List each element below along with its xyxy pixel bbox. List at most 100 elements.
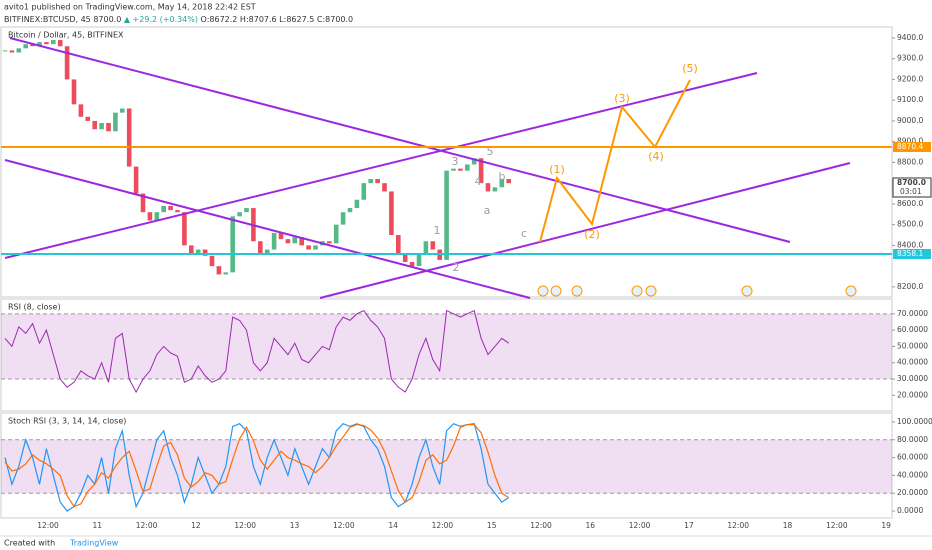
wave-label: (1) [549, 163, 565, 176]
candle [389, 191, 394, 236]
support-tag: 8358.1 [897, 249, 923, 258]
candle [451, 168, 456, 171]
y-tick-label: 70.0000 [897, 309, 928, 318]
tag-bg [893, 142, 931, 152]
candle [51, 40, 56, 45]
indicator-line [4, 423, 510, 512]
wave-label: (4) [648, 150, 664, 163]
footer-created: Created with [4, 539, 55, 548]
x-tick-label: 18 [783, 521, 793, 530]
candle [402, 253, 408, 262]
y-tick-label: 30.0000 [897, 374, 928, 383]
candle [37, 42, 42, 47]
x-tick-label: 17 [684, 521, 694, 530]
price-plot [1, 40, 892, 512]
candle [78, 104, 84, 117]
wave-label: (2) [584, 228, 600, 241]
candle [16, 48, 22, 53]
event-icons [537, 285, 857, 297]
resistance-tag: 8870.4 [897, 142, 923, 151]
y-tick-label: 9300.0 [897, 54, 923, 63]
candle [175, 210, 180, 213]
y-tick-label: 8500.0 [897, 220, 923, 229]
candle [506, 179, 511, 184]
indicator-line [4, 423, 510, 508]
candle [182, 212, 187, 246]
symbol: BITFINEX:BTCUSD, 45 [4, 15, 91, 24]
y-tick-label: 9100.0 [897, 95, 923, 104]
y-tick-label: 40.0000 [897, 358, 928, 367]
candle [2, 50, 8, 52]
x-tick-label: 12:00 [530, 521, 552, 530]
candle [347, 208, 353, 213]
candle [202, 249, 208, 256]
candle [285, 239, 291, 244]
candle [340, 212, 346, 225]
x-tick-label: 19 [881, 521, 891, 530]
zone [1, 313, 892, 380]
candle [292, 237, 298, 244]
quote-line: BITFINEX:BTCUSD, 45 8700.0 ▲ +29.2 (+0.3… [4, 15, 353, 24]
x-tick-label: 14 [388, 521, 398, 530]
x-tick-label: 16 [586, 521, 596, 530]
candle [423, 241, 429, 254]
tag-bg [893, 249, 931, 259]
x-tick-label: 12 [191, 521, 201, 530]
countdown: 03:01 [900, 187, 922, 196]
wave-label: (3) [614, 92, 630, 105]
y-tick-label: 50.0000 [897, 341, 928, 350]
candle [147, 212, 153, 221]
candle [368, 179, 373, 184]
last: 8700.0 [93, 15, 121, 24]
wave-label: 3 [452, 155, 459, 168]
candle [396, 235, 401, 254]
y-tick-label: 9200.0 [897, 74, 923, 83]
candle [161, 205, 166, 213]
x-tick-label: 12:00 [727, 521, 749, 530]
x-tick-label: 12:00 [37, 521, 59, 530]
candle [168, 205, 173, 211]
x-tick-label: 12:00 [333, 521, 355, 530]
candle [416, 253, 422, 267]
candle [333, 224, 339, 244]
y-tick-label: 80.0000 [897, 435, 928, 444]
candle [9, 50, 15, 53]
open: O:8672.2 [201, 15, 238, 24]
wave-label: 2 [453, 261, 460, 274]
x-tick-label: 12:00 [234, 521, 256, 530]
wave-label: 4 [475, 175, 482, 188]
y-tick-label: 20.0000 [897, 488, 928, 497]
x-tick-label: 12:00 [826, 521, 848, 530]
y-tick-label: 60.0000 [897, 453, 928, 462]
wave-label: b [499, 170, 506, 183]
publisher: avito1 published on TradingView.com, May… [4, 3, 256, 12]
x-tick-label: 12:00 [629, 521, 651, 530]
wave-label: c [521, 227, 527, 240]
candle [492, 187, 498, 192]
footer-brand[interactable]: TradingView [69, 539, 119, 548]
candle [237, 212, 242, 217]
y-tick-label: 60.0000 [897, 325, 928, 334]
candle [478, 158, 484, 184]
last-price-tag: 8700.0 [897, 178, 926, 187]
candle [189, 245, 194, 254]
candle [409, 261, 415, 267]
candle [92, 120, 97, 130]
candle [30, 44, 35, 47]
y-tick-label: 9400.0 [897, 33, 923, 42]
candle [106, 123, 111, 132]
y-tick-label: 100.0000 [897, 417, 932, 426]
candle [209, 255, 215, 267]
low: L:8627.5 [279, 15, 314, 24]
change: ▲ +29.2 (+0.34%) [124, 15, 198, 24]
close: C:8700.0 [317, 15, 353, 24]
candle [327, 241, 332, 244]
candle [113, 112, 118, 132]
high: H:8707.6 [240, 15, 277, 24]
candle [264, 249, 270, 254]
wave-label: 1 [434, 224, 441, 237]
candle [140, 193, 146, 213]
candle [244, 208, 249, 213]
y-tick-label: 8200.0 [897, 282, 923, 291]
